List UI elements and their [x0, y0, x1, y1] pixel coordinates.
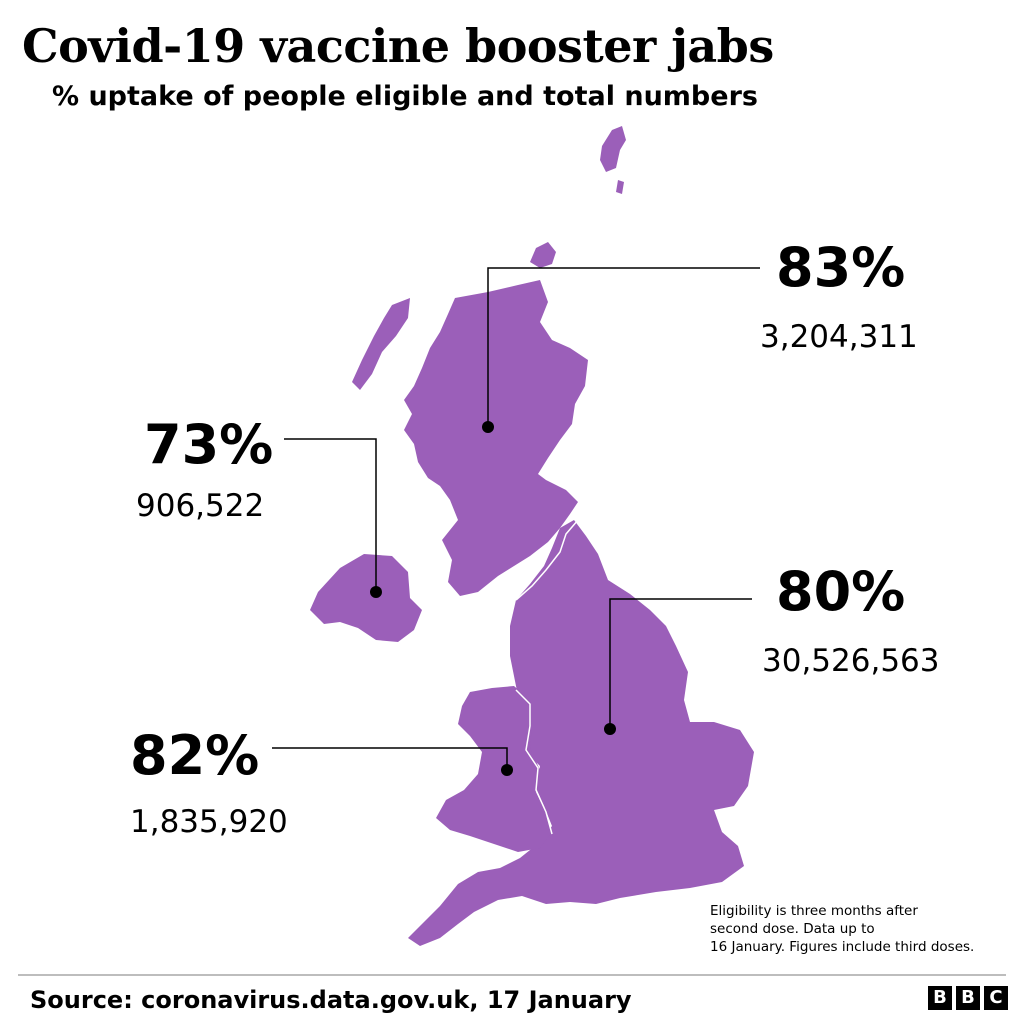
scotland-total: 3,204,311 — [760, 319, 918, 355]
england-leader-line — [609, 598, 752, 729]
scotland-leader-line — [487, 267, 760, 427]
shetland-islands — [600, 126, 626, 172]
source-line: Source: coronavirus.data.gov.uk, 17 Janu… — [30, 986, 632, 1014]
note-line: Eligibility is three months after — [710, 903, 918, 919]
england-total: 30,526,563 — [762, 643, 940, 679]
wales-england-border — [515, 689, 553, 835]
wales-region — [436, 686, 552, 852]
note-line: 16 January. Figures include third doses. — [710, 939, 975, 955]
scotland-uptake: 83% — [776, 236, 906, 299]
bbc-logo: B B C — [928, 986, 1008, 1010]
region-borders — [515, 519, 579, 835]
orkney-islands — [530, 242, 556, 268]
england-region — [408, 520, 754, 946]
northern-ireland-marker-dot — [370, 586, 382, 598]
logo-block: B — [928, 986, 952, 1010]
outer-hebrides — [352, 298, 410, 390]
logo-block: B — [956, 986, 980, 1010]
chart-subtitle: % uptake of people eligible and total nu… — [52, 81, 758, 112]
note-line: second dose. Data up to — [710, 921, 875, 937]
logo-block: C — [984, 986, 1008, 1010]
shetland-islet — [616, 180, 624, 194]
callout-leaders — [272, 267, 760, 770]
wales-total: 1,835,920 — [130, 804, 288, 840]
england-uptake: 80% — [776, 560, 906, 623]
scotland-england-border — [515, 519, 579, 601]
scotland-region — [404, 280, 588, 596]
northern-ireland-leader-line — [284, 438, 377, 592]
england-marker-dot — [604, 723, 616, 735]
wales-marker-dot — [501, 764, 513, 776]
uk-landmass — [310, 126, 754, 946]
scotland-marker-dot — [482, 421, 494, 433]
northern-ireland-region — [310, 554, 422, 642]
northern-ireland-total: 906,522 — [136, 488, 265, 524]
chart-title: Covid-19 vaccine booster jabs — [22, 19, 774, 73]
wales-uptake: 82% — [130, 724, 260, 787]
callout-dots — [370, 421, 616, 776]
eligibility-note: Eligibility is three months after second… — [710, 902, 1015, 956]
wales-leader-line — [272, 747, 508, 770]
northern-ireland-uptake: 73% — [144, 413, 274, 476]
footer-divider — [18, 974, 1006, 976]
